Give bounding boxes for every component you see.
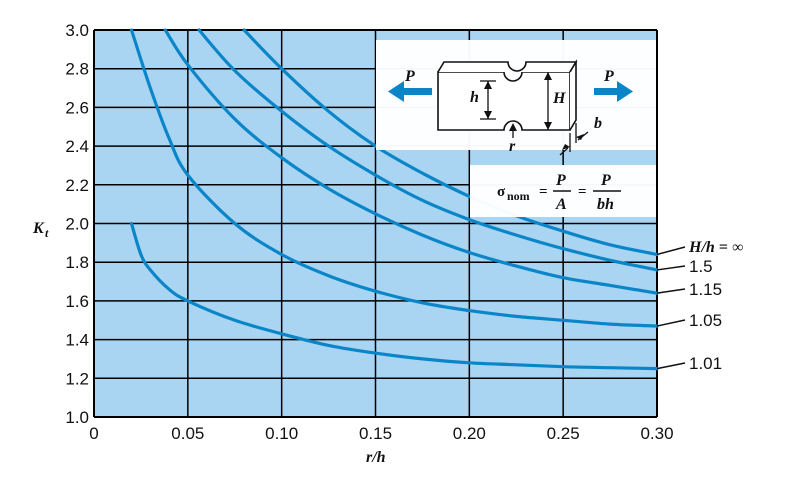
curve-layer (129, 28, 659, 371)
curve-leader-line (656, 319, 686, 327)
curve-leader-line (656, 288, 686, 294)
x-tick-label: 0.25 (547, 424, 580, 443)
left-load-label: P (404, 68, 415, 85)
right-load-arrow (594, 81, 633, 102)
y-axis-title: K (32, 220, 45, 237)
curve-label: 1.01 (689, 354, 722, 373)
y-tick-label: 3.0 (65, 21, 89, 40)
specimen-right-face (569, 59, 577, 131)
curve-series-3 (129, 28, 659, 328)
b-arrow-left (562, 144, 570, 150)
y-tick-label: 1.6 (65, 292, 89, 311)
curve-series-4 (129, 221, 659, 371)
left-load-arrow (388, 81, 432, 102)
y-tick-label: 1.8 (65, 253, 89, 272)
right-load-label: P (603, 68, 614, 85)
specimen-top-face (437, 61, 578, 73)
y-tick-label: 1.0 (65, 408, 89, 427)
curve-leader-line (656, 265, 686, 271)
h-label: h (470, 89, 479, 106)
r-pointer-arrow (509, 123, 517, 131)
formula-equals-1: = (539, 184, 548, 200)
nominal-stress-formula: σ nom = P A = P bh (497, 172, 621, 213)
H-arrow-up (544, 72, 552, 80)
formula-equals-2: = (578, 184, 587, 200)
formula-denominator-1: A (555, 196, 567, 213)
curve-label: H/h = ∞ (688, 239, 743, 256)
x-tick-label: 0.10 (265, 424, 298, 443)
curve-label: 1.15 (689, 280, 722, 299)
y-tick-label: 2.8 (65, 60, 89, 79)
x-tick-label: 0.15 (359, 424, 392, 443)
curve-label-layer: H/h = ∞1.5 1.15 1.05 1.01 (656, 239, 743, 373)
r-label: r (509, 138, 516, 155)
formula-sigma-subscript: nom (507, 189, 530, 203)
y-axis-title-subscript: t (45, 226, 49, 240)
H-arrow-down (544, 122, 552, 130)
x-tick-label: 0.20 (453, 424, 486, 443)
specimen-front-face (437, 71, 571, 131)
curve-leader-line (656, 362, 686, 370)
b-arrow-right (576, 134, 584, 140)
x-tick-label: 0.05 (171, 424, 204, 443)
curve-series-2 (163, 28, 659, 295)
formula-numerator-2: P (600, 172, 611, 189)
curve-series-1 (197, 28, 659, 272)
x-tick-label: 0.30 (640, 424, 673, 443)
y-tick-label: 1.2 (65, 369, 89, 388)
y-tick-label: 1.4 (65, 331, 89, 350)
formula-denominator-2: bh (597, 196, 614, 213)
curve-series-0 (242, 28, 659, 257)
curve-leader-line (656, 246, 686, 256)
H-label: H (552, 90, 566, 107)
h-arrow-down (484, 111, 492, 119)
b-label: b (594, 115, 602, 132)
y-tick-label: 2.4 (65, 137, 89, 156)
tick-label-layer: 1.0 1.2 1.4 1.6 1.8 2.0 2.2 2.4 2.6 2.8 3.0 0 0.05 0.… (65, 21, 673, 443)
curve-label: 1.05 (689, 311, 722, 330)
curve-label: 1.5 (689, 257, 713, 276)
y-tick-label: 2.6 (65, 98, 89, 117)
y-tick-label: 2.0 (65, 215, 89, 234)
formula-sigma: σ (497, 184, 506, 200)
y-tick-label: 2.2 (65, 176, 89, 195)
x-tick-label: 0 (89, 424, 98, 443)
specimen-diagram: P P h H r b (388, 59, 633, 156)
formula-numerator-1: P (555, 172, 566, 189)
h-arrow-up (484, 81, 492, 89)
x-axis-title: r/h (366, 449, 386, 466)
